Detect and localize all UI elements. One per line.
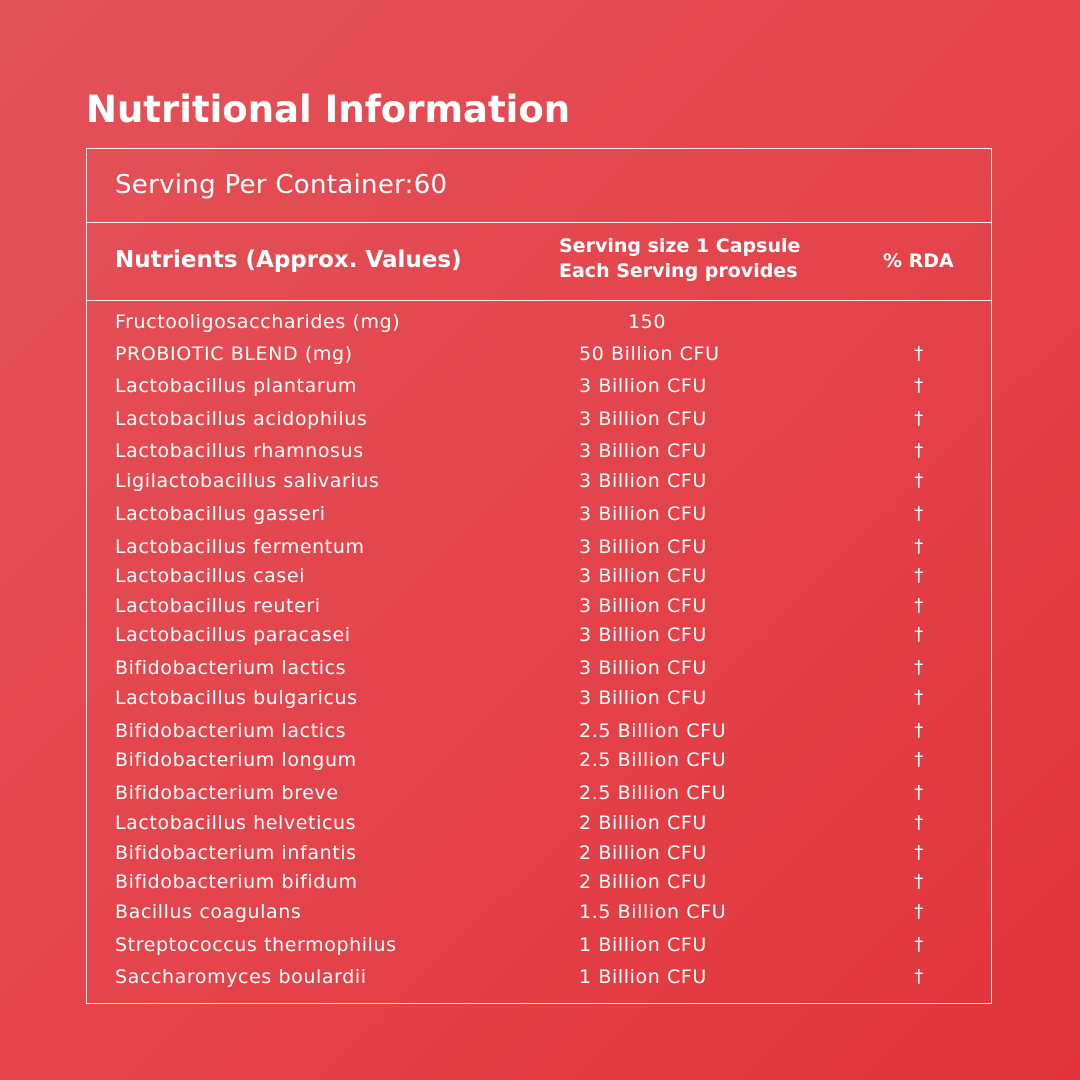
rda-dagger: † [914,440,924,461]
nutrition-table: Serving Per Container:60 Nutrients (Appr… [86,148,992,1004]
nutrient-amount: 3 Billion CFU [579,375,707,397]
nutrient-amount: 3 Billion CFU [579,536,707,558]
table-row: Lactobacillus paracasei 3 Billion CFU † [87,620,991,650]
nutrient-name: Bifidobacterium bifidum [115,871,358,893]
nutrient-name: Bacillus coagulans [115,901,302,923]
table-row: Saccharomyces boulardii 1 Billion CFU † [87,962,991,992]
header-serving-line1: Serving size 1 Capsule [559,235,801,257]
rda-dagger: † [914,595,924,616]
table-row: Lactobacillus casei 3 Billion CFU † [87,561,991,591]
serving-row: Serving Per Container:60 [87,149,991,223]
nutrient-amount: 2 Billion CFU [579,842,707,864]
nutrient-amount: 3 Billion CFU [579,565,707,587]
rda-dagger: † [914,624,924,645]
nutrient-amount: 1 Billion CFU [579,934,707,956]
nutrient-amount: 3 Billion CFU [579,687,707,709]
rda-dagger: † [914,536,924,557]
rda-dagger: † [914,842,924,863]
nutrient-amount: 1 Billion CFU [579,966,707,988]
rda-dagger: † [914,749,924,770]
table-row: Streptococcus thermophilus 1 Billion CFU † [87,930,991,960]
table-row: Lactobacillus helveticus 2 Billion CFU † [87,808,991,838]
table-row: Lactobacillus fermentum 3 Billion CFU † [87,532,991,562]
nutrient-amount: 3 Billion CFU [579,503,707,525]
table-row: Lactobacillus gasseri 3 Billion CFU † [87,499,991,529]
nutrient-amount: 3 Billion CFU [579,624,707,646]
rda-dagger: † [914,812,924,833]
nutrient-name: Lactobacillus helveticus [115,812,357,834]
rda-dagger: † [914,657,924,678]
table-row: Lactobacillus acidophilus 3 Billion CFU † [87,404,991,434]
nutrient-name: Ligilactobacillus salivarius [115,470,380,492]
nutrient-amount: 1.5 Billion CFU [579,901,727,923]
table-row: Bacillus coagulans 1.5 Billion CFU † [87,897,991,927]
header-rda: % RDA [883,250,954,272]
rda-dagger: † [914,782,924,803]
nutrient-name: Lactobacillus paracasei [115,624,351,646]
nutrient-name: Lactobacillus fermentum [115,536,365,558]
nutrient-name: Bifidobacterium longum [115,749,357,771]
header-serving-size: Serving size 1 Capsule Each Serving prov… [559,234,859,284]
nutrient-amount: 3 Billion CFU [579,657,707,679]
nutrient-name: Lactobacillus reuteri [115,595,321,617]
nutrient-name: Bifidobacterium lactics [115,720,347,742]
table-row: Bifidobacterium infantis 2 Billion CFU † [87,838,991,868]
nutrient-name: Bifidobacterium breve [115,782,339,804]
table-row: Bifidobacterium breve 2.5 Billion CFU † [87,778,991,808]
table-row: Fructooligosaccharides (mg) 150 [87,307,991,337]
rda-dagger: † [914,966,924,987]
table-row: Ligilactobacillus salivarius 3 Billion CF… [87,466,991,496]
nutrient-amount: 50 Billion CFU [579,343,720,365]
rda-dagger: † [914,343,924,364]
nutrient-name: PROBIOTIC BLEND (mg) [115,343,353,365]
table-row: Bifidobacterium bifidum 2 Billion CFU † [87,867,991,897]
table-row: Bifidobacterium lactics 2.5 Billion CFU † [87,716,991,746]
nutrient-amount: 2 Billion CFU [579,812,707,834]
nutrient-name: Lactobacillus plantarum [115,375,357,397]
nutrient-name: Lactobacillus acidophilus [115,408,368,430]
nutrient-name: Fructooligosaccharides (mg) [115,311,401,333]
nutrient-name: Lactobacillus casei [115,565,306,587]
table-row: Bifidobacterium lactics 3 Billion CFU † [87,653,991,683]
nutrient-amount: 2 Billion CFU [579,871,707,893]
rda-dagger: † [914,871,924,892]
table-row: Lactobacillus reuteri 3 Billion CFU † [87,591,991,621]
rda-dagger: † [914,720,924,741]
table-row: Lactobacillus bulgaricus 3 Billion CFU † [87,683,991,713]
nutrient-amount: 2.5 Billion CFU [579,782,727,804]
rda-dagger: † [914,565,924,586]
servings-per-container: Serving Per Container:60 [115,170,448,200]
table-row: Lactobacillus plantarum 3 Billion CFU † [87,371,991,401]
rda-dagger: † [914,687,924,708]
rda-dagger: † [914,901,924,922]
nutrient-name: Streptococcus thermophilus [115,934,397,956]
rda-dagger: † [914,470,924,491]
nutrient-amount: 3 Billion CFU [579,408,707,430]
table-row: PROBIOTIC BLEND (mg) 50 Billion CFU † [87,339,991,369]
header-serving-line2: Each Serving provides [559,260,798,282]
table-row: Lactobacillus rhamnosus 3 Billion CFU † [87,436,991,466]
header-nutrients: Nutrients (Approx. Values) [115,247,462,273]
nutrient-amount: 2.5 Billion CFU [579,720,727,742]
nutrient-name: Lactobacillus gasseri [115,503,326,525]
nutrient-name: Lactobacillus bulgaricus [115,687,358,709]
nutrient-amount: 3 Billion CFU [579,440,707,462]
nutrient-name: Lactobacillus rhamnosus [115,440,364,462]
nutrient-amount: 150 [627,311,667,333]
nutrient-name: Bifidobacterium lactics [115,657,347,679]
table-header: Nutrients (Approx. Values) Serving size … [87,223,991,301]
nutrient-amount: 3 Billion CFU [579,470,707,492]
rda-dagger: † [914,375,924,396]
nutrient-amount: 2.5 Billion CFU [579,749,727,771]
nutrient-name: Bifidobacterium infantis [115,842,357,864]
rda-dagger: † [914,408,924,429]
nutrient-amount: 3 Billion CFU [579,595,707,617]
rda-dagger: † [914,503,924,524]
nutrient-name: Saccharomyces boulardii [115,966,367,988]
table-row: Bifidobacterium longum 2.5 Billion CFU † [87,745,991,775]
rda-dagger: † [914,934,924,955]
page-title: Nutritional Information [86,88,571,131]
